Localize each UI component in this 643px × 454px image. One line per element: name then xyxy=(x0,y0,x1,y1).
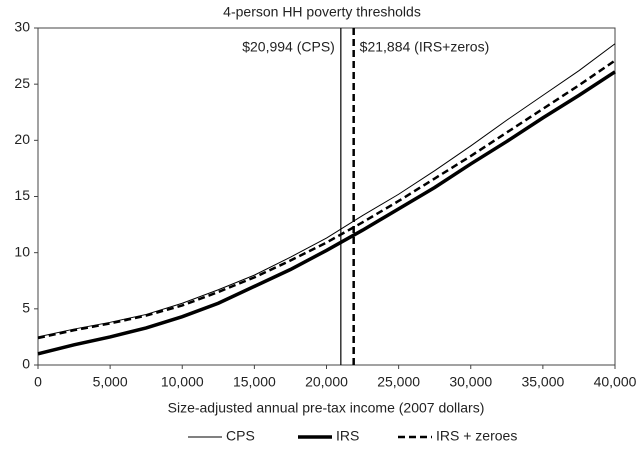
x-tick-label: 15,000 xyxy=(233,374,276,390)
x-tick-label: 35,000 xyxy=(521,374,564,390)
legend-label: CPS xyxy=(226,428,255,444)
x-axis-label: Size-adjusted annual pre-tax income (200… xyxy=(168,400,485,416)
y-tick-label: 10 xyxy=(14,243,30,259)
x-tick-label: 40,000 xyxy=(594,374,637,390)
x-tick-label: 0 xyxy=(34,374,42,390)
y-tick-label: 20 xyxy=(14,131,30,147)
x-tick-label: 30,000 xyxy=(449,374,492,390)
y-tick-label: 15 xyxy=(14,187,30,203)
x-tick-label: 5,000 xyxy=(93,374,128,390)
series-line xyxy=(37,70,616,356)
y-tick-label: 25 xyxy=(14,75,30,91)
annotation: $20,994 (CPS) xyxy=(242,39,335,55)
y-tick-label: 5 xyxy=(22,300,30,316)
x-tick-label: 10,000 xyxy=(161,374,204,390)
series-line xyxy=(37,43,616,338)
y-tick-label: 30 xyxy=(14,19,30,35)
plot-frame xyxy=(37,27,616,366)
chart-title: 4-person HH poverty thresholds xyxy=(223,4,421,20)
x-tick-label: 25,000 xyxy=(377,374,420,390)
y-tick-label: 0 xyxy=(22,356,30,372)
x-tick-label: 20,000 xyxy=(305,374,348,390)
series-line xyxy=(37,59,616,340)
legend-label: IRS xyxy=(336,428,359,444)
annotation: $21,884 (IRS+zeros) xyxy=(360,39,490,55)
legend-label: IRS + zeroes xyxy=(436,428,517,444)
